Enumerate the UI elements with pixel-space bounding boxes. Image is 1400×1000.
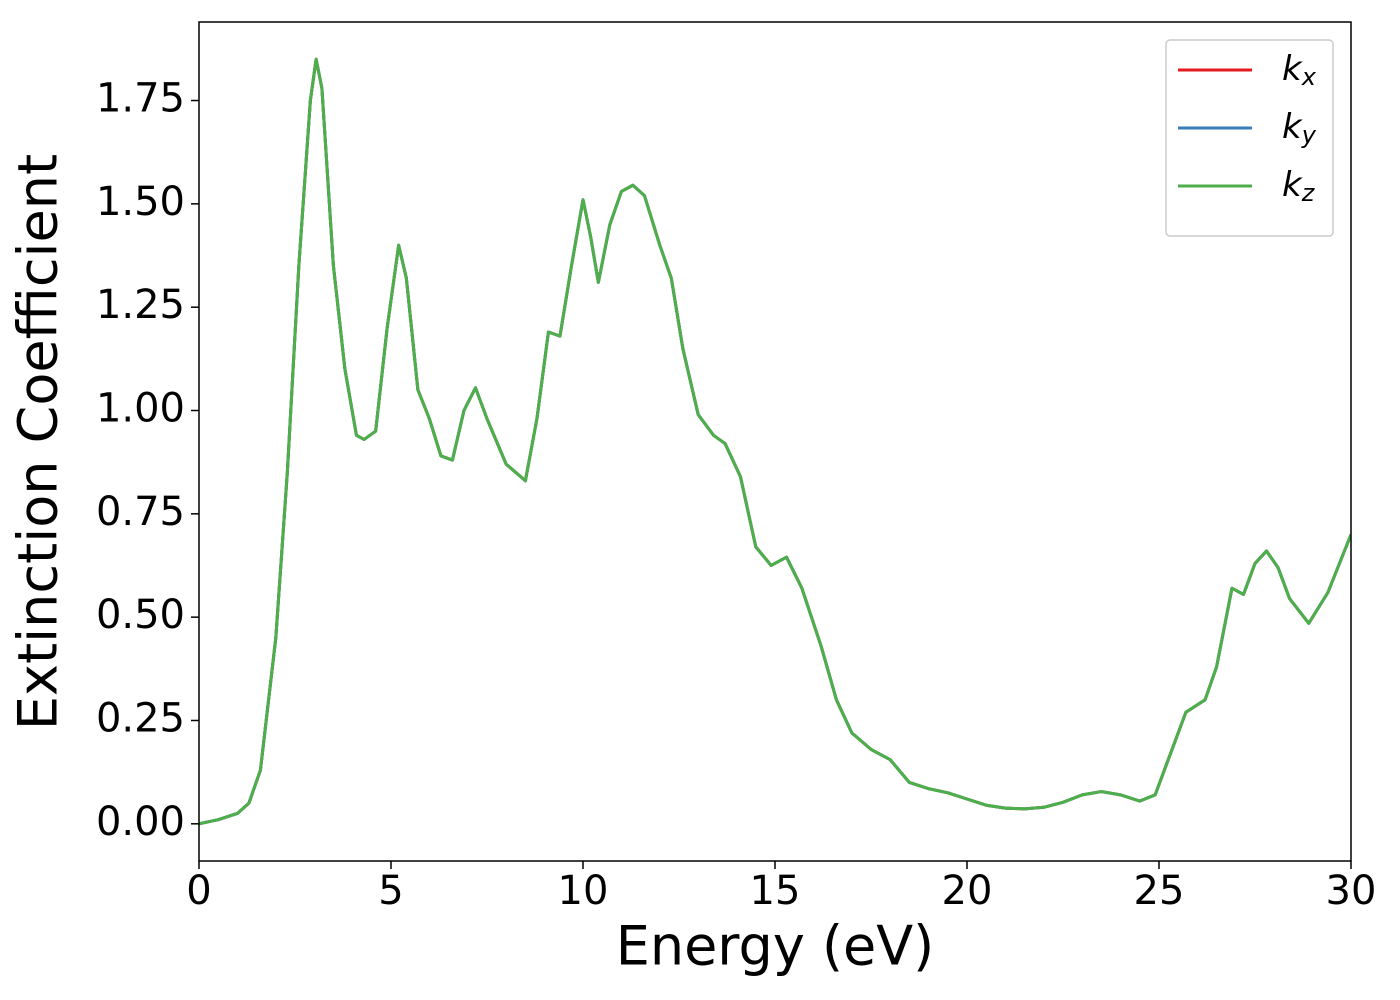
x-tick-label: 0 [186, 868, 211, 914]
y-tick-label: 0.25 [96, 695, 185, 741]
x-tick-label: 20 [942, 868, 993, 914]
x-tick-label: 10 [558, 868, 609, 914]
y-tick-label: 0.00 [96, 799, 185, 845]
y-tick-label: 1.25 [96, 282, 185, 328]
y-tick-label: 1.00 [96, 386, 185, 432]
y-tick-label: 1.50 [96, 179, 185, 225]
x-tick-label: 30 [1326, 868, 1377, 914]
legend-label: ky [1282, 107, 1317, 150]
legend-label: kz [1282, 165, 1316, 208]
series-line [199, 57, 1351, 826]
legend-label: kx [1282, 49, 1317, 92]
plot-frame [198, 21, 1352, 862]
x-tick-label: 5 [378, 868, 403, 914]
y-tick-label: 1.75 [96, 76, 185, 122]
x-axis-label: Energy (eV) [616, 915, 935, 978]
y-tick-label: 0.75 [96, 489, 185, 535]
y-axis-label: Extinction Coefficient [7, 154, 70, 730]
x-tick-label: 15 [750, 868, 801, 914]
x-tick-label: 25 [1134, 868, 1185, 914]
y-tick-label: 0.50 [96, 592, 185, 638]
